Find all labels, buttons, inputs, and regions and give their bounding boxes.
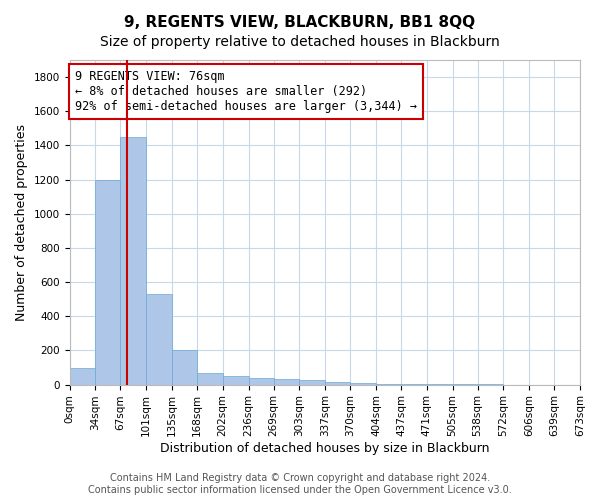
- Bar: [223, 376, 248, 384]
- Bar: [70, 368, 95, 384]
- Bar: [121, 137, 146, 384]
- Text: 9, REGENTS VIEW, BLACKBURN, BB1 8QQ: 9, REGENTS VIEW, BLACKBURN, BB1 8QQ: [124, 15, 476, 30]
- Bar: [172, 350, 197, 384]
- Text: Contains HM Land Registry data © Crown copyright and database right 2024.
Contai: Contains HM Land Registry data © Crown c…: [88, 474, 512, 495]
- Y-axis label: Number of detached properties: Number of detached properties: [15, 124, 28, 321]
- Bar: [325, 382, 350, 384]
- Bar: [197, 372, 223, 384]
- X-axis label: Distribution of detached houses by size in Blackburn: Distribution of detached houses by size …: [160, 442, 490, 455]
- Bar: [274, 378, 299, 384]
- Bar: [146, 294, 172, 384]
- Bar: [95, 180, 121, 384]
- Text: 9 REGENTS VIEW: 76sqm
← 8% of detached houses are smaller (292)
92% of semi-deta: 9 REGENTS VIEW: 76sqm ← 8% of detached h…: [74, 70, 416, 112]
- Bar: [299, 380, 325, 384]
- Bar: [248, 378, 274, 384]
- Bar: [350, 383, 376, 384]
- Text: Size of property relative to detached houses in Blackburn: Size of property relative to detached ho…: [100, 35, 500, 49]
